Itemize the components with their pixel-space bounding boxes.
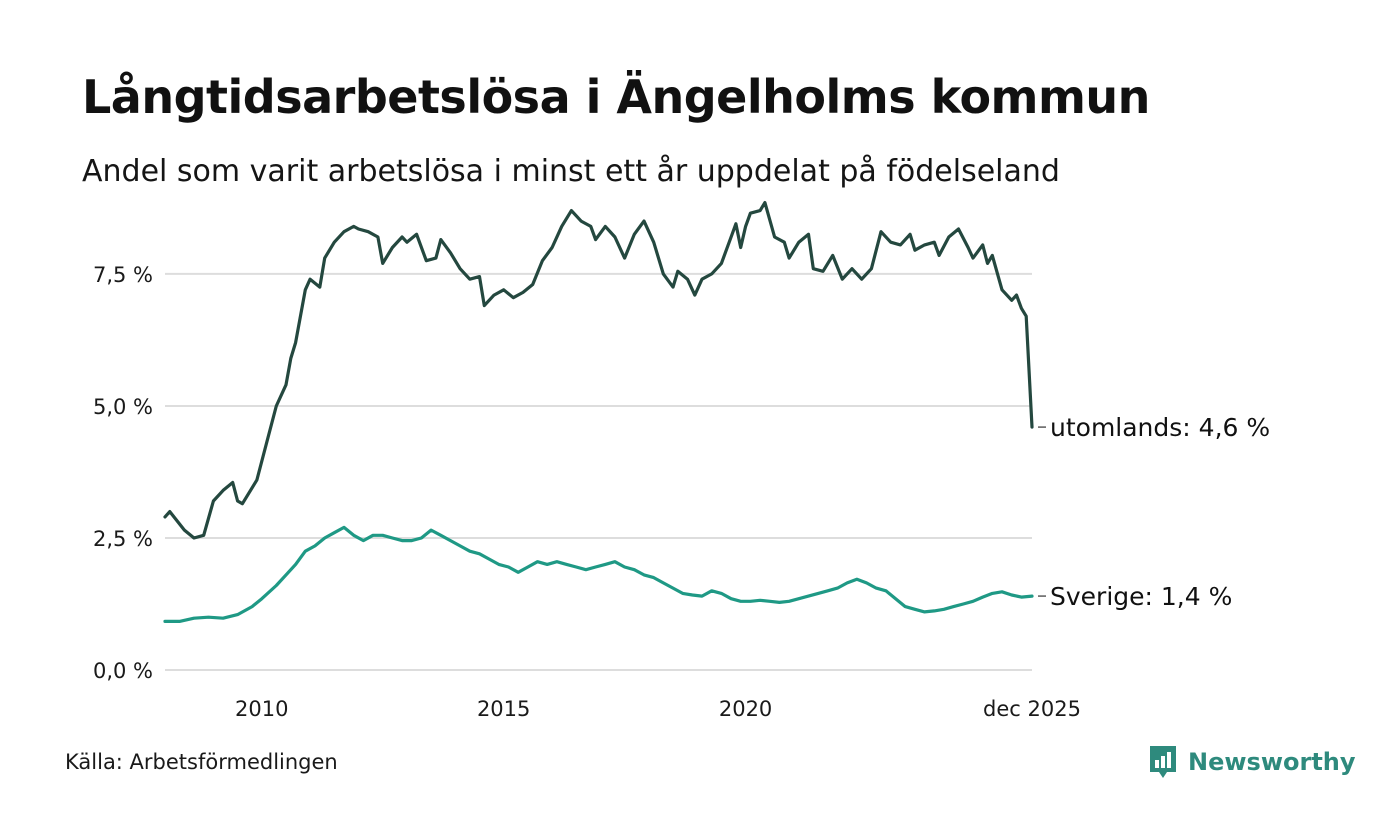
source-note: Källa: Arbetsförmedlingen: [65, 750, 338, 774]
newsworthy-logo-icon: [1150, 746, 1176, 778]
series-line-sverige: [163, 525, 1034, 623]
y-tick-label: 0,0 %: [93, 659, 153, 683]
series-end-labels: utomlands: 4,6 % Sverige: 1,4 %: [1038, 413, 1270, 611]
y-tick-label: 5,0 %: [93, 395, 153, 419]
x-tick-label: dec 2025: [983, 697, 1081, 721]
series-lines: [163, 201, 1034, 623]
series-line-utomlands: [163, 201, 1034, 540]
x-tick-label: 2015: [477, 697, 530, 721]
chart-subtitle: Andel som varit arbetslösa i minst ett å…: [82, 154, 1060, 189]
end-label-utomlands: utomlands: 4,6 %: [1050, 413, 1270, 442]
y-tick-label: 7,5 %: [93, 263, 153, 287]
x-axis-ticks: 2010 2015 2020 dec 2025: [235, 697, 1081, 721]
y-axis-ticks: 0,0 % 2,5 % 5,0 % 7,5 %: [93, 263, 153, 683]
grid-lines: [165, 272, 1032, 671]
brand-logo: Newsworthy: [1148, 744, 1356, 780]
y-tick-label: 2,5 %: [93, 527, 153, 551]
x-tick-label: 2020: [719, 697, 772, 721]
end-label-sverige: Sverige: 1,4 %: [1050, 582, 1232, 611]
x-tick-label: 2010: [235, 697, 288, 721]
line-chart: 0,0 % 2,5 % 5,0 % 7,5 % 2010 2015 2020 dec 202…: [93, 201, 1270, 721]
chart-title: Långtidsarbetslösa i Ängelholms kommun: [82, 70, 1150, 124]
brand-name: Newsworthy: [1188, 748, 1356, 776]
